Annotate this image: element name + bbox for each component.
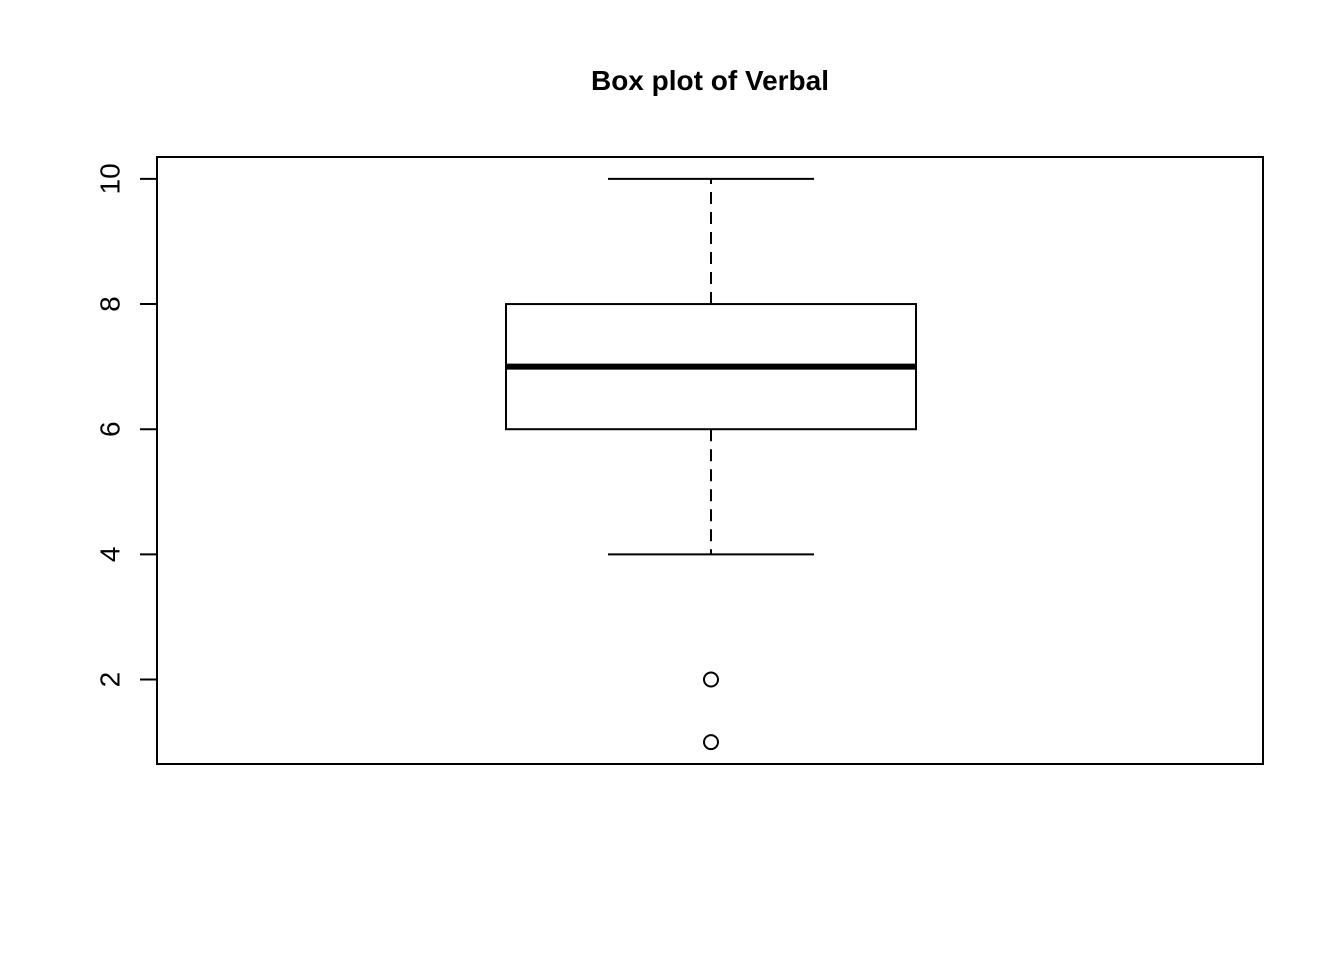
y-axis: 2 4 6 8 10	[95, 163, 158, 687]
chart-title: Box plot of Verbal	[591, 65, 829, 96]
outlier-point	[703, 734, 719, 751]
box-plot-group	[505, 177, 917, 751]
y-tick-label: 10	[95, 163, 126, 194]
y-tick-label: 2	[95, 672, 126, 688]
outlier-point	[703, 671, 719, 688]
y-tick-label: 4	[95, 547, 126, 563]
y-tick-label: 8	[95, 296, 126, 312]
y-tick-label: 6	[95, 421, 126, 437]
